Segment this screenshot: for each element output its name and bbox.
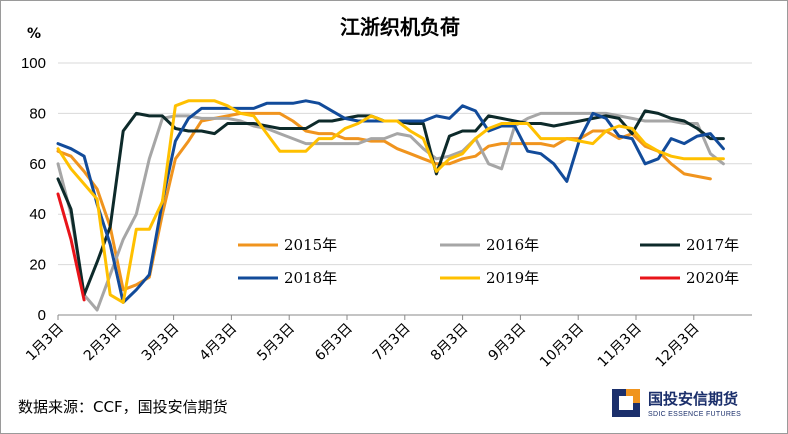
logo-name-cn: 国投安信期货 xyxy=(648,390,738,408)
x-tick-label: 11月3日 xyxy=(595,321,645,371)
legend-entry: 2017年 xyxy=(686,236,739,254)
legend-entry: 2018年 xyxy=(284,269,337,287)
x-tick-label: 5月3日 xyxy=(254,321,298,365)
series-line xyxy=(56,111,712,292)
series-line xyxy=(56,99,725,304)
x-tick-label: 2月3日 xyxy=(81,321,125,365)
y-tick-label: 100 xyxy=(21,55,46,72)
x-tick-label: 12月3日 xyxy=(653,321,703,371)
series-lines xyxy=(56,99,725,312)
x-tick-label: 4月3日 xyxy=(197,321,241,365)
legend-entry: 2019年 xyxy=(486,269,539,287)
company-logo: 国投安信期货 SDIC ESSENCE FUTURES xyxy=(612,389,741,418)
series-line xyxy=(56,192,86,302)
x-tick-label: 9月3日 xyxy=(486,321,530,365)
x-tick-label: 1月3日 xyxy=(23,321,67,365)
legend-entry: 2020年 xyxy=(686,269,739,287)
x-tick-label: 8月3日 xyxy=(428,321,472,365)
legend-entry: 2016年 xyxy=(486,236,539,254)
y-tick-label: 80 xyxy=(29,105,46,122)
y-tick-label: 20 xyxy=(29,257,46,274)
chart-title: 江浙织机负荷 xyxy=(340,15,460,39)
legend-entry: 2015年 xyxy=(284,236,337,254)
series-line xyxy=(56,111,725,312)
x-tick-label: 7月3日 xyxy=(370,321,414,365)
y-tick-label: 40 xyxy=(29,206,46,223)
legend: 2015年 2016年 2017年 2018年 2019年 2020年 xyxy=(238,236,739,287)
source-note: 数据来源：CCF，国投安信期货 xyxy=(18,398,228,416)
y-tick-label: 0 xyxy=(38,307,46,324)
logo-mark-icon xyxy=(612,389,640,417)
y-axis-ticks: 0 20 40 60 80 100 xyxy=(21,55,46,324)
x-axis: 1月3日 2月3日 3月3日 4月3日 5月3日 6月3日 7月3日 8月3日 9月3日 10月3… xyxy=(23,314,752,371)
logo-name-en: SDIC ESSENCE FUTURES xyxy=(648,411,741,418)
y-tick-label: 60 xyxy=(29,156,46,173)
x-tick-label: 6月3日 xyxy=(312,321,356,365)
y-axis-unit: % xyxy=(27,26,41,42)
x-tick-label: 10月3日 xyxy=(537,321,587,371)
x-tick-label: 3月3日 xyxy=(139,321,183,365)
